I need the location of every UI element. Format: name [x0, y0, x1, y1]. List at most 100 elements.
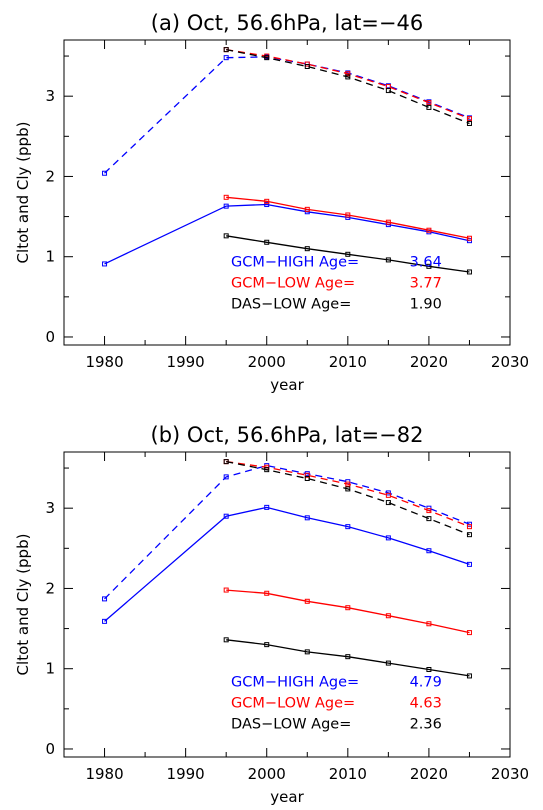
y-tick-label: 2 — [45, 579, 55, 597]
age-annotation-value: 4.79 — [410, 674, 442, 690]
series-point — [345, 74, 351, 80]
series-point — [385, 660, 391, 666]
series-point — [304, 472, 310, 478]
series-point — [102, 618, 108, 624]
series-point — [466, 630, 472, 636]
series-point — [466, 561, 472, 567]
series-line-2 — [226, 48, 470, 125]
series-point — [304, 475, 310, 481]
series-point — [385, 613, 391, 619]
series-point — [345, 251, 351, 257]
x-tick-label: 2010 — [329, 353, 367, 371]
series-point — [466, 532, 472, 538]
x-tick-label: 1990 — [167, 765, 205, 783]
series-point — [304, 649, 310, 655]
age-annotation-value: 3.64 — [410, 254, 442, 270]
y-tick-label: 3 — [45, 87, 55, 105]
series-line-1 — [226, 460, 470, 528]
series-point — [426, 548, 432, 554]
series-point — [304, 63, 310, 69]
series-line-3 — [104, 203, 470, 265]
series-point — [345, 71, 351, 77]
series-point — [385, 535, 391, 541]
y-tick-label: 2 — [45, 167, 55, 185]
chart-title: (a) Oct, 56.6hPa, lat=−46 — [151, 11, 423, 35]
x-axis-label: year — [270, 376, 304, 394]
y-tick-label: 0 — [45, 328, 55, 346]
series-point — [223, 47, 229, 53]
series-point — [345, 481, 351, 487]
series-point — [223, 203, 229, 209]
series-point — [385, 88, 391, 94]
age-annotation-label: GCM−LOW Age= — [231, 695, 355, 711]
series-point — [304, 515, 310, 521]
series-point — [264, 202, 270, 208]
series-point — [345, 524, 351, 530]
y-tick-label: 1 — [45, 660, 55, 678]
chart-title: (b) Oct, 56.6hPa, lat=−82 — [151, 423, 424, 447]
age-annotation-label: GCM−HIGH Age= — [231, 254, 359, 270]
age-annotation-value: 1.90 — [410, 296, 442, 312]
series-line-4 — [226, 589, 470, 634]
series-point — [264, 642, 270, 648]
series-point — [426, 667, 432, 673]
series-point — [264, 198, 270, 204]
series-point — [223, 233, 229, 239]
series-point — [466, 116, 472, 122]
series-point — [385, 219, 391, 225]
series-line-2 — [226, 460, 470, 536]
x-tick-label: 2000 — [248, 353, 286, 371]
series-point — [426, 621, 432, 627]
age-annotation-label: GCM−LOW Age= — [231, 275, 355, 291]
series-line-5 — [226, 639, 470, 677]
series-point — [223, 474, 229, 480]
age-annotation-label: DAS−LOW Age= — [231, 716, 351, 732]
series-point — [466, 120, 472, 126]
x-tick-label: 1980 — [85, 765, 123, 783]
series-point — [304, 598, 310, 604]
series-point — [264, 504, 270, 510]
y-tick-label: 1 — [45, 248, 55, 266]
series-line-1 — [226, 48, 470, 120]
series-point — [426, 516, 432, 522]
series-line-0 — [104, 56, 470, 174]
series-point — [304, 246, 310, 252]
plot-frame — [63, 451, 511, 758]
series-point — [466, 269, 472, 275]
age-annotation-label: GCM−HIGH Age= — [231, 674, 359, 690]
y-tick-label: 3 — [45, 499, 55, 517]
series-point — [304, 206, 310, 212]
series-point — [385, 257, 391, 263]
series-point — [102, 170, 108, 176]
y-tick-label: 0 — [45, 740, 55, 758]
x-tick-label: 2020 — [410, 353, 448, 371]
series-point — [223, 459, 229, 465]
age-annotation-value: 2.36 — [410, 716, 442, 732]
series-point — [223, 194, 229, 200]
x-axis-label: year — [270, 788, 304, 806]
x-tick-label: 1980 — [85, 353, 123, 371]
x-tick-label: 2030 — [491, 353, 529, 371]
series-point — [466, 235, 472, 241]
series-point — [466, 673, 472, 679]
series-point — [102, 596, 108, 602]
x-tick-label: 2030 — [491, 765, 529, 783]
series-point — [264, 467, 270, 473]
series-line-5 — [226, 235, 470, 273]
age-annotation-label: DAS−LOW Age= — [231, 296, 351, 312]
series-point — [102, 261, 108, 267]
series-line-0 — [104, 464, 470, 600]
series-point — [345, 654, 351, 660]
series-point — [426, 100, 432, 106]
x-tick-label: 2000 — [248, 765, 286, 783]
series-point — [345, 605, 351, 611]
series-point — [264, 590, 270, 596]
series-point — [264, 239, 270, 245]
y-axis-label: Cltot and Cly (ppb) — [14, 122, 32, 264]
series-point — [426, 104, 432, 110]
x-tick-label: 2020 — [410, 765, 448, 783]
age-annotation-value: 3.77 — [410, 275, 442, 291]
x-tick-label: 2010 — [329, 765, 367, 783]
